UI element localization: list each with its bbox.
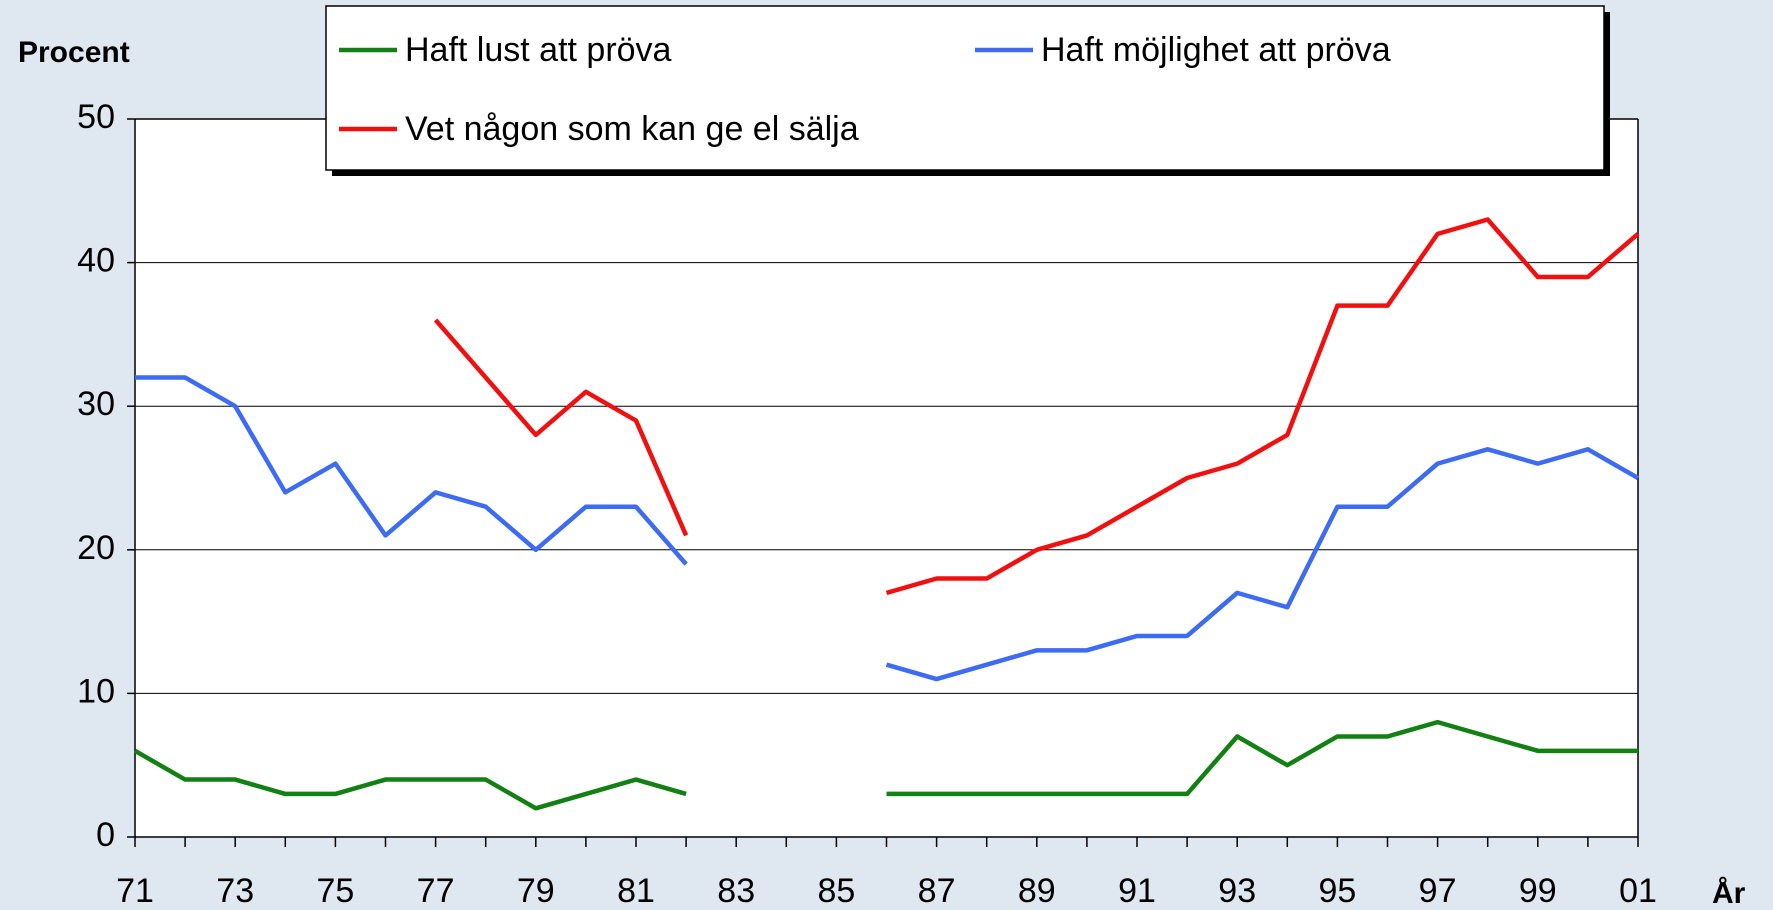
x-tick-label: 85 [817,872,855,910]
legend-label: Vet någon som kan ge el sälja [405,110,859,148]
plot-area [135,119,1638,837]
series-line [133,719,1638,811]
y-tick-label: 10 [77,672,115,710]
legend-label: Haft lust att pröva [405,31,672,69]
y-tick-label: 20 [77,529,115,567]
x-tick-label: 01 [1619,872,1657,910]
x-tick-label: 99 [1519,872,1557,910]
x-tick-label: 95 [1318,872,1356,910]
y-tick-label: 30 [77,385,115,423]
x-tick-label: 93 [1218,872,1256,910]
series-line [433,217,1640,596]
y-tick-label: 0 [96,816,115,854]
x-tick-label: 71 [116,872,154,910]
y-tick-label: 50 [77,98,115,136]
y-axis-label: Procent [18,36,130,69]
x-tick-label: 97 [1419,872,1457,910]
legend-label: Haft möjlighet att pröva [1041,31,1391,69]
x-tick-label: 83 [717,872,755,910]
series-line [135,375,1640,682]
x-tick-label: 81 [617,872,655,910]
y-tick-label: 40 [77,242,115,280]
x-tick-label: 91 [1118,872,1156,910]
x-tick-label: 77 [417,872,455,910]
x-axis-label: År [1712,877,1746,910]
x-tick-label: 87 [918,872,956,910]
legend-box [325,5,1605,171]
x-tick-label: 73 [216,872,254,910]
x-tick-label: 89 [1018,872,1056,910]
x-tick-label: 75 [316,872,354,910]
x-tick-label: 79 [517,872,555,910]
